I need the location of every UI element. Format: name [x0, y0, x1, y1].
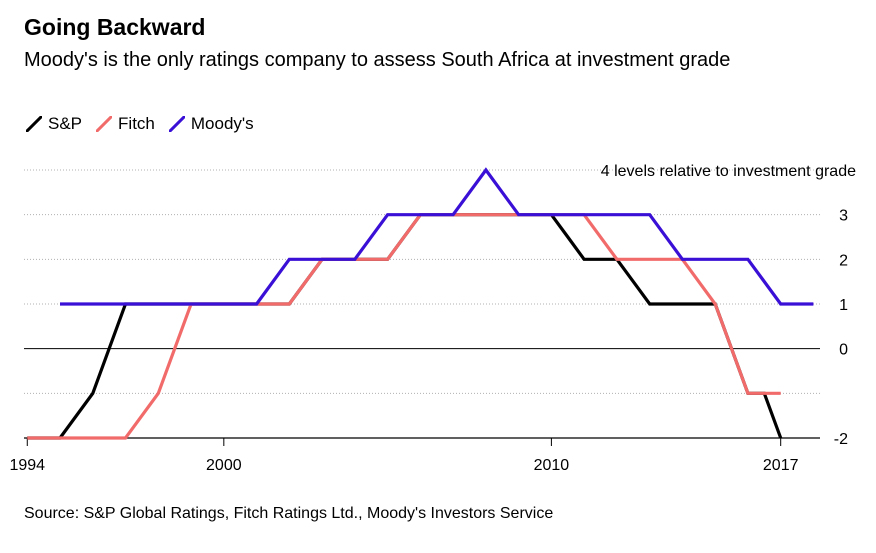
legend-item-moodys: Moody's — [168, 114, 254, 134]
legend-swatch-moodys — [168, 116, 185, 132]
legend-item-sp: S&P — [26, 114, 82, 134]
y-tick-label: 3 — [839, 208, 848, 225]
y-tick-label: 2 — [839, 252, 848, 269]
y-tick-label: 1 — [839, 297, 848, 314]
legend-item-fitch: Fitch — [96, 114, 155, 134]
y-top-label: 4 levels relative to investment grade — [601, 163, 856, 180]
series-line-sp — [27, 213, 783, 440]
series-line-fitch — [27, 213, 781, 440]
source-note: Source: S&P Global Ratings, Fitch Rating… — [24, 505, 554, 522]
y-tick-label: 0 — [839, 342, 848, 359]
legend-swatch-fitch — [96, 116, 113, 132]
x-tick-label: 2017 — [763, 457, 799, 474]
legend: S&P Fitch Moody's — [26, 114, 254, 134]
legend-label-moodys: Moody's — [190, 114, 254, 133]
line-chart: 1994 2000 2010 2017 -2 0 1 2 3 4 levels relative … — [9, 163, 856, 474]
x-tick-label: 2000 — [206, 457, 242, 474]
legend-label-sp: S&P — [48, 114, 83, 133]
chart-title: Going Backward — [24, 14, 206, 40]
legend-swatch-sp — [26, 116, 42, 132]
y-tick-label: -2 — [834, 431, 848, 448]
legend-label-fitch: Fitch — [118, 114, 155, 133]
x-tick-label: 2010 — [534, 457, 570, 474]
series-line-moodys — [60, 167, 814, 306]
chart-subtitle: Moody's is the only ratings company to a… — [24, 49, 731, 71]
x-tick-label: 1994 — [9, 457, 45, 474]
